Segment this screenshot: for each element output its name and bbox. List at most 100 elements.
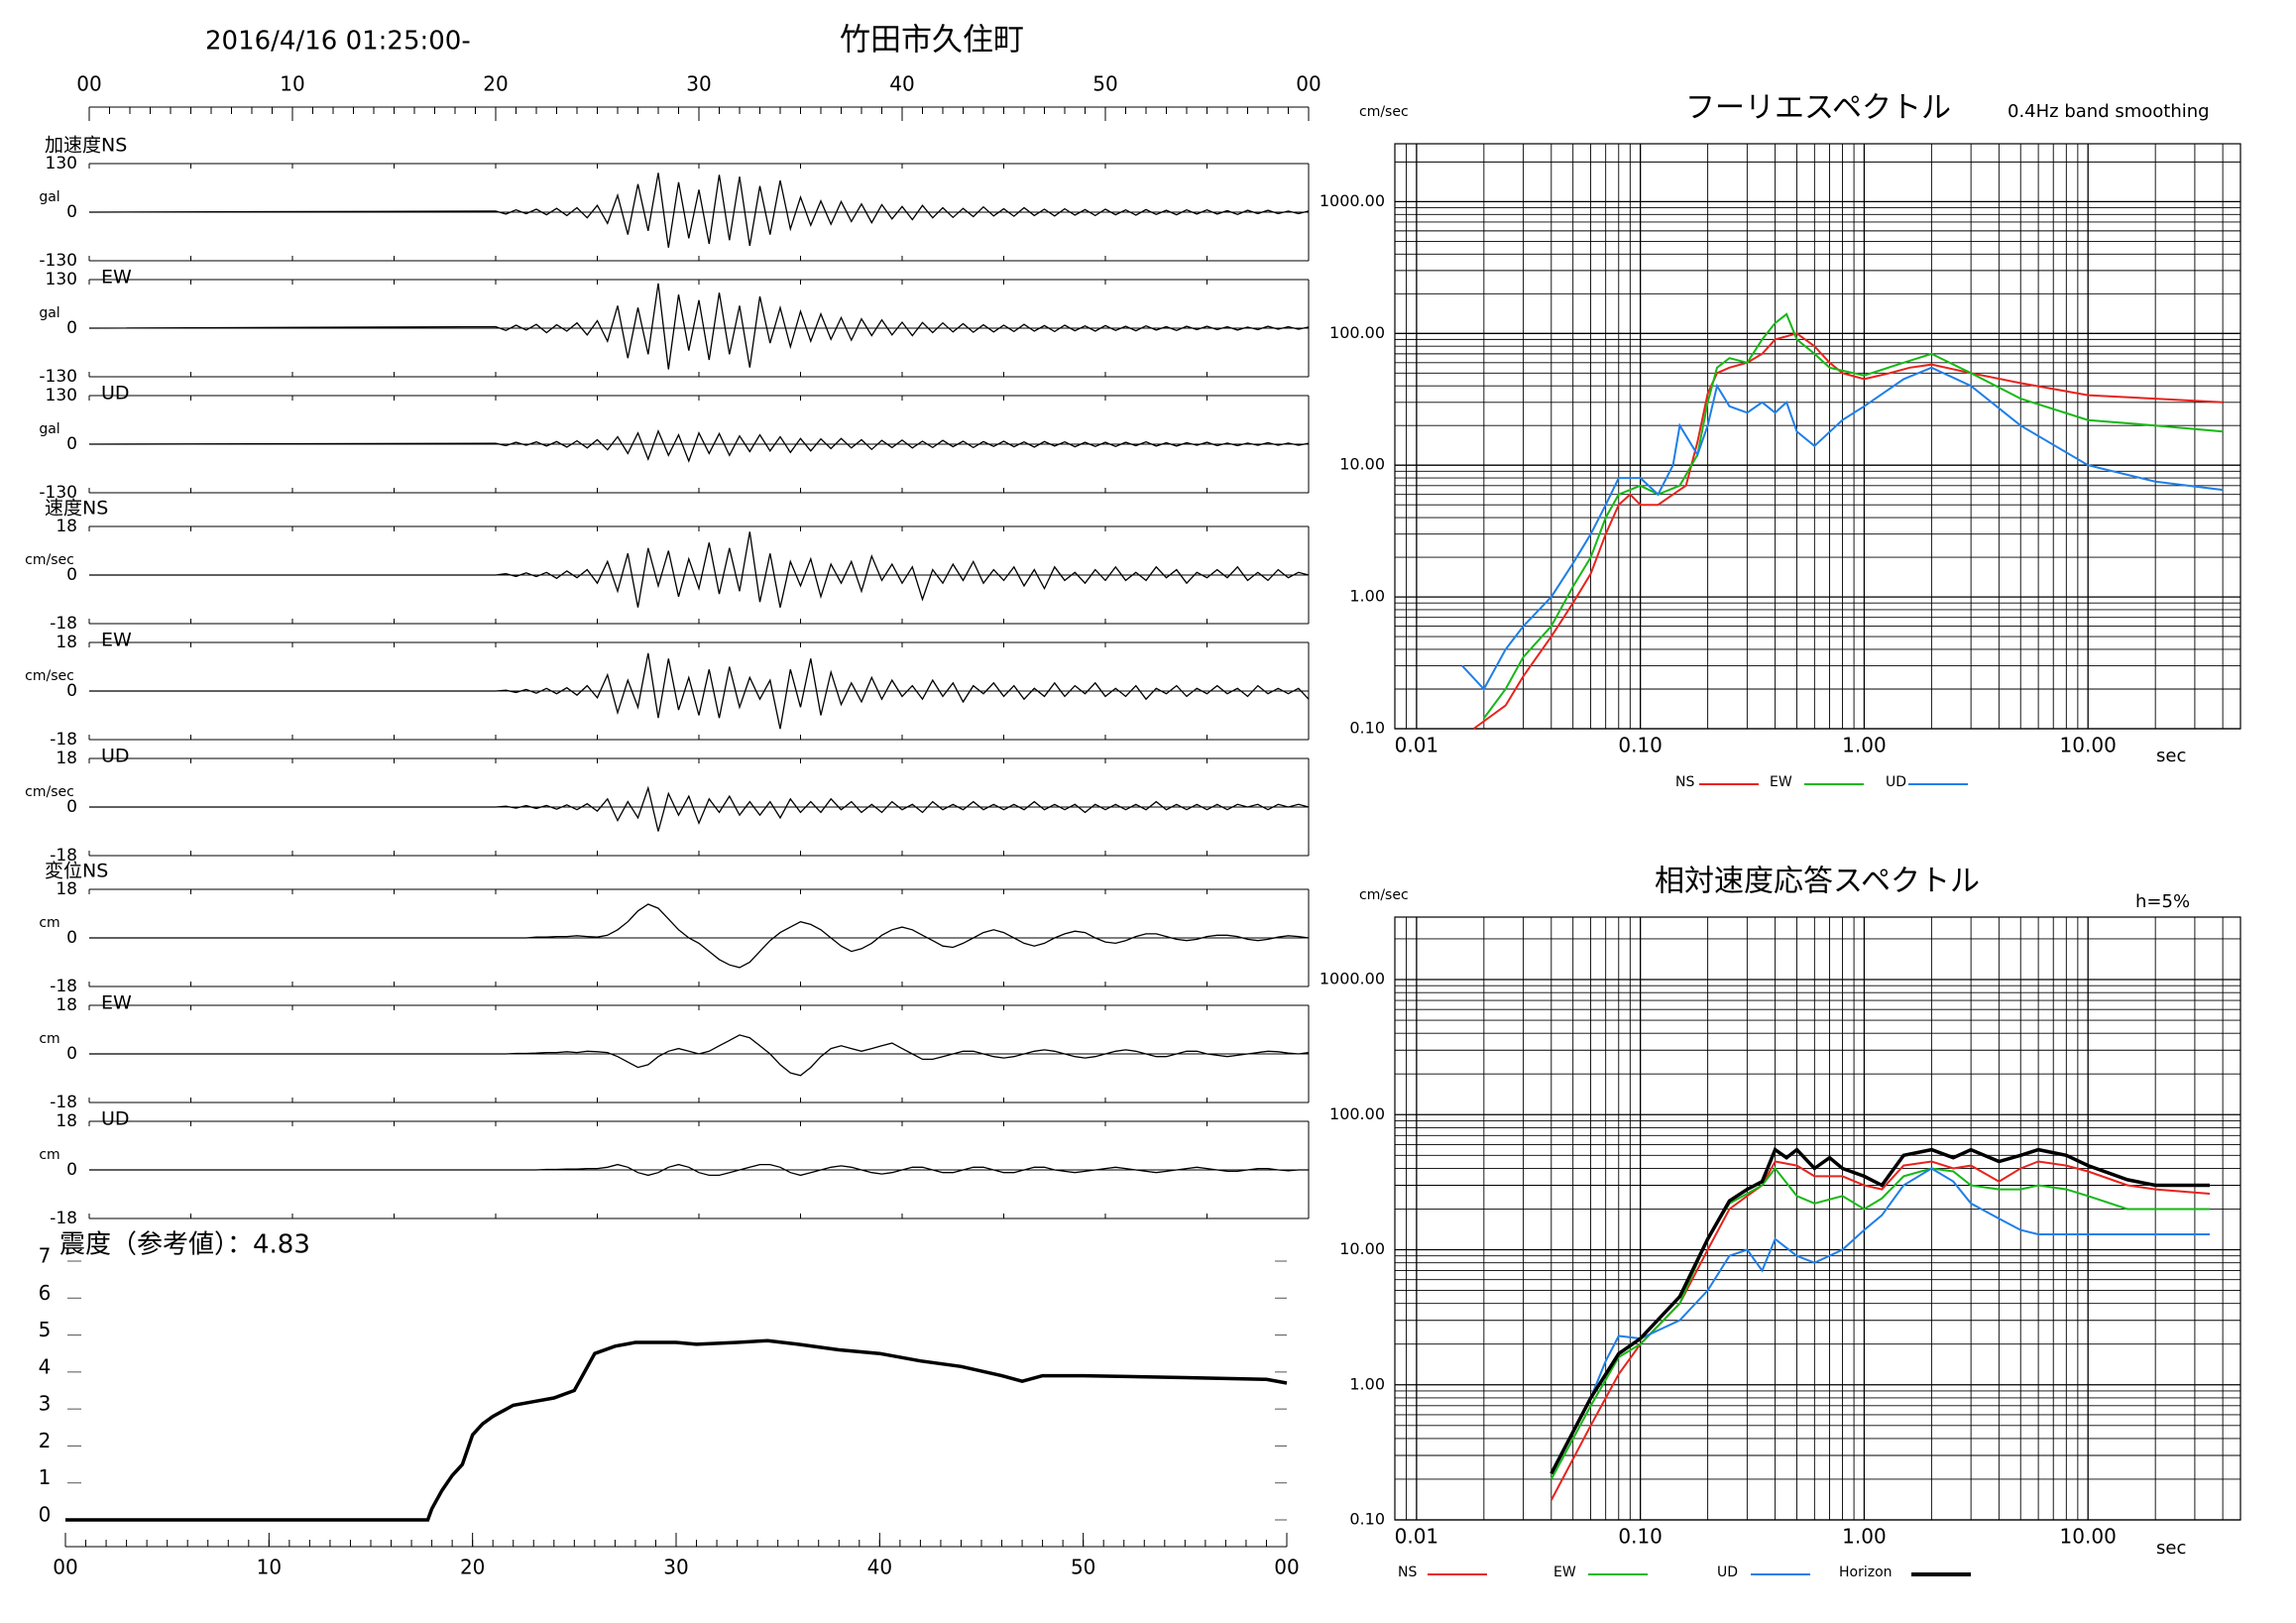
y-tick-label: 100.00 [1329, 1104, 1385, 1123]
trace-unit: cm [39, 1147, 59, 1163]
plot-frame [1394, 143, 2241, 730]
x-tick-label: 1.00 [1842, 734, 1887, 757]
trace-label: UD [101, 746, 130, 767]
x-axis-label: sec [2156, 746, 2186, 766]
trace-unit: gal [39, 189, 59, 205]
trace-label: UD [101, 1108, 130, 1130]
y-tick-label: 10.00 [1339, 455, 1385, 474]
y-tick-label: 130 [46, 386, 77, 406]
spectrum-line [1461, 366, 2224, 691]
y-tick-label: 0.10 [1349, 719, 1385, 738]
date: 2016/4/16 01:25:00- [205, 27, 471, 57]
y-tick-label: -18 [50, 614, 77, 634]
y-tick-label: 1000.00 [1320, 970, 1385, 988]
waveform [89, 785, 1310, 832]
y-tick-label: 18 [56, 1111, 77, 1131]
y-axis-label: cm/sec [1359, 887, 1409, 903]
trace-unit: cm/sec [25, 668, 74, 684]
y-tick-label: 1.00 [1349, 1374, 1385, 1393]
legend-label: NS [1675, 774, 1694, 790]
trace-unit: cm/sec [25, 552, 74, 568]
x-tick-label: 20 [483, 72, 508, 96]
trace-unit: cm [39, 915, 59, 931]
legend-label: Horizon [1839, 1565, 1893, 1580]
y-tick-label: -130 [39, 483, 77, 503]
y-tick-label: -18 [50, 1209, 77, 1228]
y-tick-label: 18 [56, 517, 77, 536]
y-tick-label: 3 [39, 1392, 52, 1416]
y-tick-label: -18 [50, 730, 77, 750]
waveform [88, 173, 1310, 248]
spectrum-line [1550, 1160, 2211, 1501]
spectrum-line [1482, 312, 2224, 720]
x-tick-label: 40 [889, 72, 914, 96]
spectrum-line [1550, 1167, 2210, 1474]
x-tick-label: 10 [257, 1556, 282, 1579]
y-tick-label: 0.10 [1349, 1510, 1385, 1529]
y-tick-label: 2 [39, 1429, 52, 1452]
y-tick-label: -18 [50, 977, 77, 996]
y-tick-label: 6 [39, 1281, 52, 1305]
trace-unit: gal [39, 305, 59, 321]
trace-label: EW [101, 992, 132, 1014]
y-tick-label: 0 [66, 1044, 77, 1064]
y-tick-label: 0 [66, 565, 77, 585]
x-tick-label: 40 [867, 1556, 892, 1579]
y-tick-label: 1.00 [1349, 587, 1385, 606]
trace-label: 変位NS [45, 861, 108, 882]
waveform [89, 531, 1310, 608]
y-tick-label: 100.00 [1329, 323, 1385, 342]
x-tick-label: 00 [76, 72, 101, 96]
waveform [89, 1034, 1310, 1077]
legend-label: EW [1770, 774, 1792, 790]
y-tick-label: 0 [39, 1503, 52, 1527]
plot-frame [1394, 916, 2241, 1521]
legend-label: UD [1717, 1565, 1738, 1580]
y-tick-label: -18 [50, 1093, 77, 1112]
x-tick-label: 00 [1274, 1556, 1299, 1579]
chart-title: 相対速度応答スペクトル [1655, 865, 1980, 899]
y-tick-label: -18 [50, 846, 77, 866]
waveform [89, 652, 1310, 730]
y-axis-label: cm/sec [1359, 104, 1409, 120]
waveform [89, 903, 1310, 969]
y-tick-label: 10.00 [1339, 1239, 1385, 1258]
trace-label: 加速度NS [45, 135, 127, 157]
spectrum-line [1550, 1146, 2210, 1475]
trace-label: EW [101, 630, 132, 651]
y-tick-label: 1 [39, 1465, 52, 1489]
legend-label: NS [1398, 1565, 1417, 1580]
y-tick-label: 0 [66, 318, 77, 338]
x-tick-label: 0.01 [1395, 734, 1439, 757]
waveform [88, 283, 1310, 370]
x-axis-label: sec [2156, 1538, 2186, 1559]
x-tick-label: 0.10 [1618, 734, 1663, 757]
x-tick-label: 00 [53, 1556, 77, 1579]
x-tick-label: 30 [686, 72, 711, 96]
trace-label: 速度NS [45, 498, 108, 520]
x-tick-label: 50 [1071, 1556, 1095, 1579]
y-tick-label: -130 [39, 251, 77, 271]
legend-label: EW [1553, 1565, 1576, 1580]
x-tick-label: 10.00 [2060, 734, 2117, 757]
x-tick-label: 10 [280, 72, 304, 96]
y-tick-label: 0 [66, 202, 77, 222]
trace-label: UD [101, 383, 130, 405]
chart-title: フーリエスペクトル [1685, 91, 1951, 126]
y-tick-label: 0 [66, 1160, 77, 1180]
chart-title: 震度（参考値）：4.83 [59, 1230, 310, 1260]
trace-unit: gal [39, 421, 59, 437]
trace-unit: cm [39, 1031, 59, 1047]
x-tick-label: 1.00 [1842, 1525, 1887, 1549]
y-tick-label: 4 [39, 1354, 52, 1378]
x-tick-label: 50 [1092, 72, 1117, 96]
y-tick-label: 7 [39, 1244, 52, 1268]
spectrum-line [1472, 332, 2224, 730]
trace-unit: cm/sec [25, 784, 74, 800]
y-tick-label: 130 [46, 270, 77, 290]
x-tick-label: 00 [1296, 72, 1320, 96]
y-tick-label: 0 [66, 928, 77, 948]
x-tick-label: 0.01 [1395, 1525, 1439, 1549]
